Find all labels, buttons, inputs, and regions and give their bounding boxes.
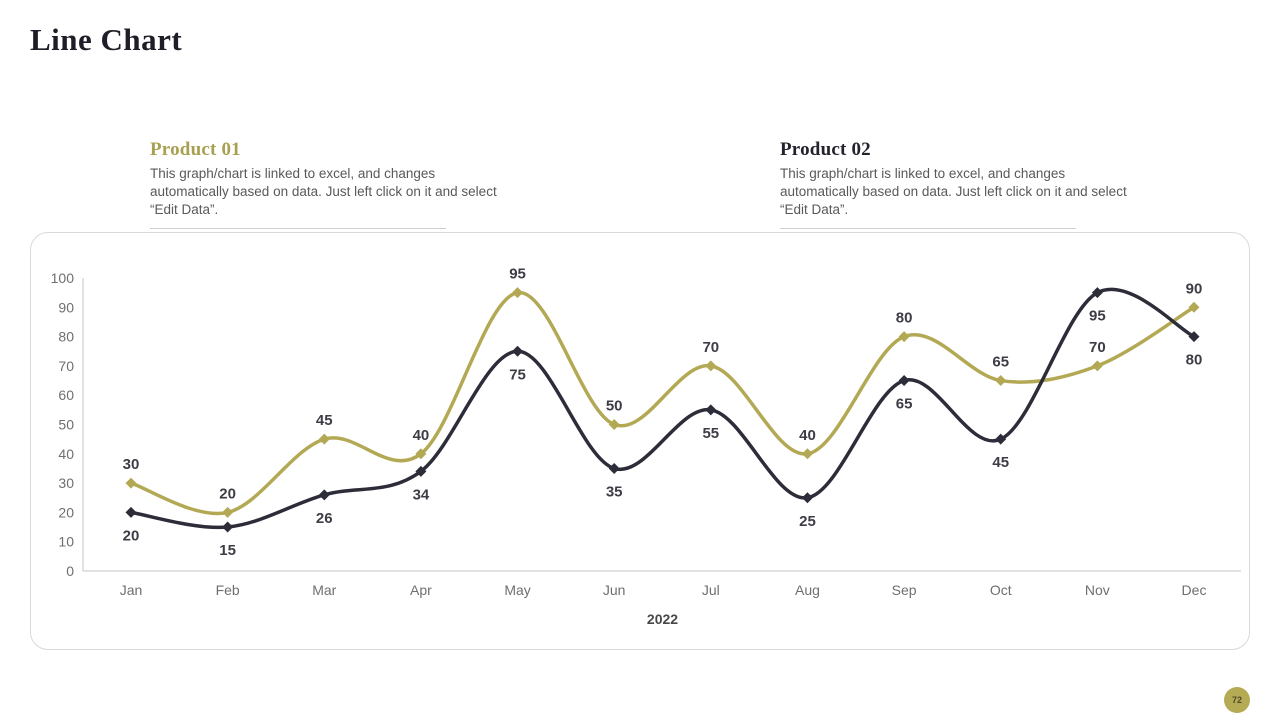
legend-divider (150, 228, 446, 230)
x-axis-title: 2022 (647, 611, 678, 627)
data-point-label: 70 (702, 339, 719, 356)
y-tick-label: 40 (58, 446, 74, 462)
data-point-label: 45 (992, 454, 1009, 471)
data-point-marker (1188, 331, 1200, 343)
legend-product-02-description: This graph/chart is linked to excel, and… (780, 166, 1127, 218)
data-point-marker (125, 477, 137, 489)
data-point-label: 70 (1089, 339, 1106, 356)
legend-product-01-title: Product 01 (150, 139, 241, 160)
data-point-label: 26 (316, 510, 333, 527)
legend-product-02: Product 02 This graph/chart is linked to… (780, 139, 1128, 230)
y-tick-label: 0 (66, 563, 74, 579)
y-tick-label: 80 (58, 329, 74, 345)
data-point-label: 80 (1186, 352, 1203, 369)
chart-card[interactable]: 0 10 20 30 40 50 60 70 80 90 100 Jan Feb Mar Apr May Jun… (30, 232, 1250, 650)
data-point-marker (1091, 287, 1103, 299)
data-point-marker (415, 448, 427, 460)
data-point-label: 50 (606, 398, 623, 415)
series-line-2 (129, 287, 1196, 530)
x-tick-label: Feb (216, 582, 240, 598)
y-tick-label: 10 (58, 534, 74, 550)
data-point-marker (222, 506, 234, 518)
data-point-label: 35 (606, 483, 623, 500)
legend-divider (780, 228, 1076, 230)
data-point-marker (318, 433, 330, 445)
data-point-marker (512, 345, 524, 357)
data-point-marker (995, 433, 1007, 445)
data-point-label: 65 (992, 354, 1009, 371)
x-tick-label: May (504, 582, 530, 598)
data-point-marker (415, 465, 427, 477)
data-point-marker (898, 375, 910, 387)
y-tick-label: 20 (58, 504, 74, 520)
data-point-label: 15 (219, 542, 236, 559)
data-point-marker (608, 462, 620, 474)
data-point-label: 90 (1186, 280, 1203, 297)
x-tick-label: Oct (990, 582, 1012, 598)
data-point-label: 40 (413, 427, 430, 444)
data-point-marker (125, 506, 137, 518)
data-point-marker (801, 448, 813, 460)
data-point-label: 30 (123, 456, 140, 473)
x-tick-label: Jun (603, 582, 626, 598)
data-point-label: 20 (123, 527, 140, 544)
data-point-marker (1091, 360, 1103, 372)
data-point-label: 25 (799, 513, 816, 530)
legend-product-01: Product 01 This graph/chart is linked to… (150, 139, 498, 230)
data-point-label: 40 (799, 427, 816, 444)
data-point-label: 95 (509, 266, 526, 283)
line-chart: 0 10 20 30 40 50 60 70 80 90 100 Jan Feb Mar Apr May Jun… (51, 266, 1241, 627)
series-line-1 (129, 290, 1196, 516)
data-point-marker (222, 521, 234, 533)
y-tick-label: 100 (51, 270, 75, 286)
x-tick-label: Aug (795, 582, 820, 598)
x-tick-label: Dec (1182, 582, 1207, 598)
y-tick-label: 50 (58, 417, 74, 433)
y-tick-label: 60 (58, 387, 74, 403)
y-tick-label: 90 (58, 299, 74, 315)
data-point-marker (995, 375, 1007, 387)
x-tick-label: Jan (120, 582, 143, 598)
data-point-marker (512, 287, 524, 299)
data-point-label: 34 (413, 486, 430, 503)
data-point-label: 75 (509, 366, 526, 383)
data-point-marker (1188, 301, 1200, 313)
legend-product-01-description: This graph/chart is linked to excel, and… (150, 166, 497, 218)
x-tick-label: Nov (1085, 582, 1110, 598)
data-point-label: 80 (896, 310, 913, 327)
y-tick-label: 30 (58, 475, 74, 491)
legend-product-02-title: Product 02 (780, 139, 871, 160)
data-point-label: 55 (702, 425, 719, 442)
page-title: Line Chart (30, 22, 183, 57)
x-tick-label: Sep (892, 582, 917, 598)
data-point-label: 65 (896, 396, 913, 413)
y-tick-label: 70 (58, 358, 74, 374)
page-number-badge: 72 (1224, 687, 1250, 713)
data-point-marker (705, 360, 717, 372)
data-point-label: 95 (1089, 308, 1106, 325)
data-point-marker (705, 404, 717, 416)
data-point-label: 45 (316, 412, 333, 429)
data-point-marker (898, 331, 910, 343)
x-tick-label: Jul (702, 582, 720, 598)
data-point-label: 20 (219, 485, 236, 502)
data-point-marker (318, 489, 330, 501)
x-tick-label: Mar (312, 582, 336, 598)
data-point-marker (608, 419, 620, 430)
x-tick-label: Apr (410, 582, 432, 598)
data-point-marker (801, 492, 813, 504)
